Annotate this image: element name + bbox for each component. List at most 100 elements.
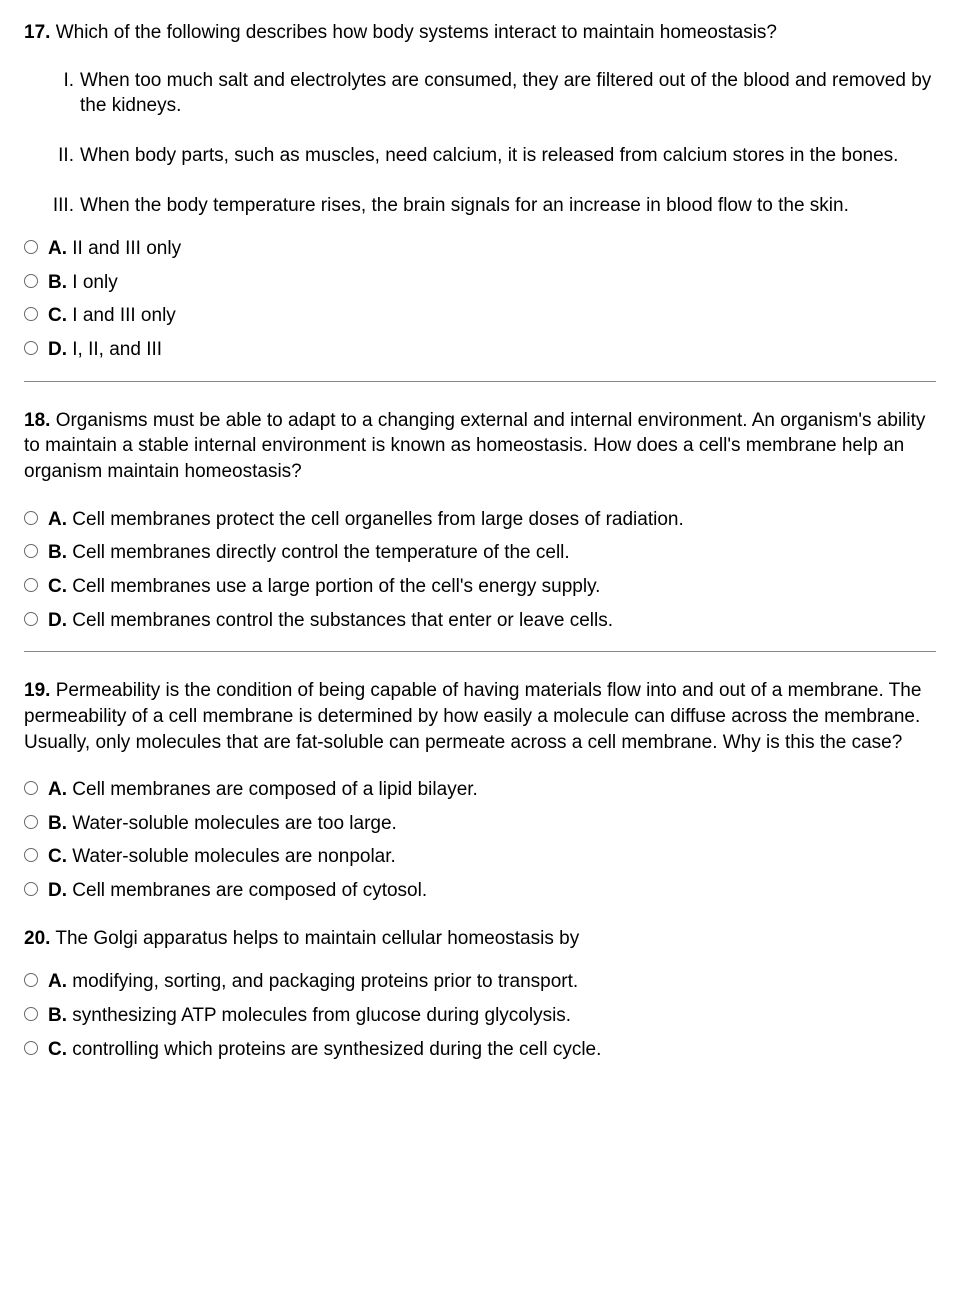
radio-icon xyxy=(24,1041,38,1055)
option-b[interactable]: B. Water-soluble molecules are too large… xyxy=(24,811,936,837)
option-text: C. Water-soluble molecules are nonpolar. xyxy=(48,844,936,870)
option-a[interactable]: A. Cell membranes protect the cell organ… xyxy=(24,507,936,533)
roman-text: When too much salt and electrolytes are … xyxy=(80,68,936,119)
radio-icon xyxy=(24,612,38,626)
radio-icon xyxy=(24,1007,38,1021)
option-body: Cell membranes protect the cell organell… xyxy=(72,509,683,530)
question-prompt: 18. Organisms must be able to adapt to a… xyxy=(24,408,936,485)
option-body: modifying, sorting, and packaging protei… xyxy=(72,971,578,992)
option-text: D. Cell membranes control the substances… xyxy=(48,608,936,634)
option-label: D. xyxy=(48,880,67,901)
radio-icon xyxy=(24,307,38,321)
option-a[interactable]: A. modifying, sorting, and packaging pro… xyxy=(24,969,936,995)
option-b[interactable]: B. I only xyxy=(24,270,936,296)
roman-list: I. When too much salt and electrolytes a… xyxy=(24,68,936,219)
question-number: 20. xyxy=(24,928,50,949)
option-d[interactable]: D. I, II, and III xyxy=(24,337,936,363)
option-body: synthesizing ATP molecules from glucose … xyxy=(72,1005,571,1026)
option-text: C. Cell membranes use a large portion of… xyxy=(48,574,936,600)
radio-icon xyxy=(24,511,38,525)
radio-icon xyxy=(24,815,38,829)
option-label: D. xyxy=(48,610,67,631)
options-list: A. Cell membranes are composed of a lipi… xyxy=(24,777,936,904)
option-text: A. Cell membranes are composed of a lipi… xyxy=(48,777,936,803)
options-list: A. Cell membranes protect the cell organ… xyxy=(24,507,936,634)
option-label: C. xyxy=(48,576,67,597)
option-body: Cell membranes control the substances th… xyxy=(72,610,613,631)
option-a[interactable]: A. Cell membranes are composed of a lipi… xyxy=(24,777,936,803)
question-number: 17. xyxy=(24,22,50,43)
option-label: B. xyxy=(48,813,67,834)
question-prompt-text: Organisms must be able to adapt to a cha… xyxy=(24,410,925,482)
option-text: B. Cell membranes directly control the t… xyxy=(48,540,936,566)
option-d[interactable]: D. Cell membranes control the substances… xyxy=(24,608,936,634)
option-body: I, II, and III xyxy=(72,339,162,360)
option-label: A. xyxy=(48,509,67,530)
option-c[interactable]: C. Water-soluble molecules are nonpolar. xyxy=(24,844,936,870)
option-label: D. xyxy=(48,339,67,360)
roman-item: I. When too much salt and electrolytes a… xyxy=(38,68,936,119)
question-prompt: 17. Which of the following describes how… xyxy=(24,20,936,46)
option-body: II and III only xyxy=(72,238,181,259)
option-body: I only xyxy=(72,272,117,293)
option-c[interactable]: C. I and III only xyxy=(24,303,936,329)
question-prompt-text: The Golgi apparatus helps to maintain ce… xyxy=(55,928,579,949)
radio-icon xyxy=(24,848,38,862)
radio-icon xyxy=(24,274,38,288)
option-a[interactable]: A. II and III only xyxy=(24,236,936,262)
option-text: B. synthesizing ATP molecules from gluco… xyxy=(48,1003,936,1029)
question-19: 19. Permeability is the condition of bei… xyxy=(24,678,936,903)
option-body: I and III only xyxy=(72,305,176,326)
option-label: B. xyxy=(48,1005,67,1026)
option-text: C. I and III only xyxy=(48,303,936,329)
options-list: A. modifying, sorting, and packaging pro… xyxy=(24,969,936,1062)
option-text: A. modifying, sorting, and packaging pro… xyxy=(48,969,936,995)
roman-text: When the body temperature rises, the bra… xyxy=(80,193,936,219)
question-number: 18. xyxy=(24,410,50,431)
option-body: Cell membranes directly control the temp… xyxy=(72,542,569,563)
roman-numeral: II. xyxy=(38,143,80,169)
option-body: Cell membranes are composed of a lipid b… xyxy=(72,779,478,800)
radio-icon xyxy=(24,781,38,795)
question-17: 17. Which of the following describes how… xyxy=(24,20,936,363)
radio-icon xyxy=(24,341,38,355)
option-label: C. xyxy=(48,1039,67,1060)
option-text: D. Cell membranes are composed of cytoso… xyxy=(48,878,936,904)
radio-icon xyxy=(24,973,38,987)
divider xyxy=(24,381,936,382)
option-body: Cell membranes use a large portion of th… xyxy=(72,576,600,597)
option-c[interactable]: C. Cell membranes use a large portion of… xyxy=(24,574,936,600)
option-text: B. Water-soluble molecules are too large… xyxy=(48,811,936,837)
roman-numeral: I. xyxy=(38,68,80,119)
option-label: C. xyxy=(48,846,67,867)
radio-icon xyxy=(24,882,38,896)
question-20: 20. The Golgi apparatus helps to maintai… xyxy=(24,926,936,1063)
option-body: Water-soluble molecules are nonpolar. xyxy=(72,846,396,867)
radio-icon xyxy=(24,578,38,592)
option-body: Cell membranes are composed of cytosol. xyxy=(72,880,427,901)
option-c[interactable]: C. controlling which proteins are synthe… xyxy=(24,1037,936,1063)
option-b[interactable]: B. Cell membranes directly control the t… xyxy=(24,540,936,566)
option-label: A. xyxy=(48,238,67,259)
radio-icon xyxy=(24,240,38,254)
option-text: A. Cell membranes protect the cell organ… xyxy=(48,507,936,533)
divider xyxy=(24,651,936,652)
roman-item: II. When body parts, such as muscles, ne… xyxy=(38,143,936,169)
roman-item: III. When the body temperature rises, th… xyxy=(38,193,936,219)
option-body: controlling which proteins are synthesiz… xyxy=(72,1039,601,1060)
question-prompt: 19. Permeability is the condition of bei… xyxy=(24,678,936,755)
option-label: C. xyxy=(48,305,67,326)
option-text: D. I, II, and III xyxy=(48,337,936,363)
question-number: 19. xyxy=(24,680,50,701)
question-prompt-text: Which of the following describes how bod… xyxy=(56,22,777,43)
option-text: C. controlling which proteins are synthe… xyxy=(48,1037,936,1063)
question-prompt-text: Permeability is the condition of being c… xyxy=(24,680,921,752)
option-label: A. xyxy=(48,971,67,992)
roman-text: When body parts, such as muscles, need c… xyxy=(80,143,936,169)
option-label: B. xyxy=(48,542,67,563)
option-b[interactable]: B. synthesizing ATP molecules from gluco… xyxy=(24,1003,936,1029)
radio-icon xyxy=(24,544,38,558)
option-text: A. II and III only xyxy=(48,236,936,262)
question-18: 18. Organisms must be able to adapt to a… xyxy=(24,408,936,633)
option-d[interactable]: D. Cell membranes are composed of cytoso… xyxy=(24,878,936,904)
